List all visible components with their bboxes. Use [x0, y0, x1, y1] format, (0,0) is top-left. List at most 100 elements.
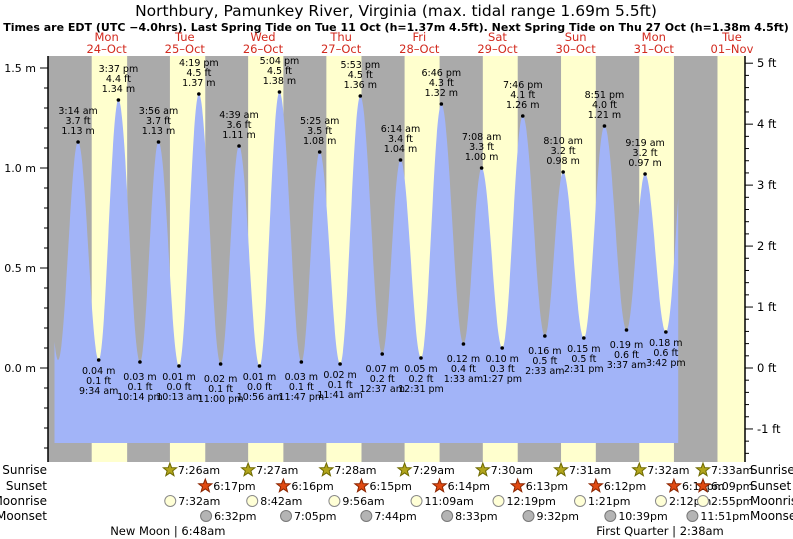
high-tide-label: 1.13 m: [142, 126, 175, 137]
low-tide-label: 0.12 m: [447, 354, 480, 365]
astro-row-label-left: Sunset: [6, 479, 47, 493]
low-tide-dot: [461, 342, 466, 346]
moonrise-circle-icon: [410, 495, 423, 507]
moonrise-circle-icon: [246, 495, 259, 507]
moonrise-circle-icon: [492, 495, 505, 507]
high-tide-label: 4.5 ft: [348, 70, 373, 81]
high-tide-dot: [197, 92, 201, 96]
low-tide-label: 10:14 pm: [117, 392, 163, 403]
high-tide-label: 1.13 m: [61, 126, 94, 137]
high-tide-label: 1.11 m: [222, 130, 255, 141]
moonset-circle-icon: [360, 510, 373, 522]
low-tide-dot: [257, 364, 262, 368]
moonrise-time: 1:21pm: [588, 495, 630, 508]
low-tide-label: 12:31 pm: [398, 384, 444, 395]
high-tide-label: 5:53 pm: [340, 60, 380, 71]
high-tide-dot: [237, 144, 241, 148]
high-tide-label: 0.98 m: [546, 156, 579, 167]
right-axis-label: 0 ft: [757, 361, 777, 375]
high-tide-label: 1.32 m: [425, 88, 458, 99]
high-tide-dot: [643, 172, 647, 176]
moonrise-time: 8:42am: [260, 495, 302, 508]
high-tide-label: 4.4 ft: [106, 74, 131, 85]
left-axis-label: 1.5 m: [4, 62, 36, 75]
moonrise-time: 7:32am: [178, 495, 220, 508]
moon-phase-label: New Moon | 6:48am: [110, 524, 225, 538]
low-tide-dot: [624, 328, 629, 332]
tide-curve: [54, 92, 679, 443]
chart-title: Northbury, Pamunkey River, Virginia (max…: [135, 2, 657, 20]
high-tide-label: 4.5 ft: [267, 66, 292, 77]
low-tide-label: 0.3 ft: [490, 364, 515, 375]
sunrise-star-icon: [240, 461, 257, 477]
low-tide-label: 12:37 am: [359, 384, 404, 395]
high-tide-label: 4.5 ft: [186, 68, 211, 79]
day-date-label: 29–Oct: [477, 42, 518, 56]
low-tide-label: 1:33 am: [444, 374, 483, 385]
low-tide-dot: [96, 358, 101, 362]
low-tide-label: 0.02 m: [323, 370, 356, 381]
high-tide-dot: [398, 158, 403, 162]
high-tide-label: 1.37 m: [182, 78, 215, 89]
high-tide-label: 5:25 am: [300, 116, 339, 127]
day-date-label: 25–Oct: [165, 42, 206, 56]
high-tide-label: 4.1 ft: [510, 90, 535, 101]
low-tide-label: 0.05 m: [404, 364, 437, 375]
day-date-label: 30–Oct: [555, 42, 596, 56]
moonset-circle-icon: [200, 510, 213, 522]
low-tide-label: 2:31 pm: [564, 364, 604, 375]
high-tide-label: 8:10 am: [543, 136, 582, 147]
low-tide-label: 11:00 pm: [198, 394, 244, 405]
low-tide-label: 0.1 ft: [86, 376, 111, 387]
day-name-label: Sat: [488, 30, 507, 44]
day-name-label: Wed: [250, 30, 275, 44]
low-tide-label: 0.02 m: [204, 374, 237, 385]
moonset-time: 10:39pm: [618, 510, 667, 523]
high-tide-dot: [479, 166, 484, 170]
high-tide-label: 1.00 m: [465, 152, 498, 163]
sunset-time: 6:13pm: [526, 480, 568, 493]
high-tide-dot: [439, 102, 444, 106]
astro-row-label-right: Sunrise: [750, 463, 793, 477]
sunset-star-icon: [665, 477, 682, 493]
moonset-circle-icon: [686, 510, 699, 522]
low-tide-label: 0.18 m: [649, 338, 682, 349]
moonrise-circle-icon: [697, 495, 709, 507]
high-tide-label: 3:37 pm: [99, 64, 139, 75]
high-tide-label: 3.7 ft: [146, 116, 171, 127]
high-tide-label: 1.08 m: [303, 136, 336, 147]
moonset-time: 7:44pm: [374, 510, 416, 523]
high-tide-label: 3.7 ft: [66, 116, 91, 127]
right-axis-label: 1 ft: [757, 300, 777, 314]
moonset-time: 8:33pm: [455, 510, 497, 523]
high-tide-label: 1.26 m: [506, 100, 539, 111]
low-tide-label: 10:13 am: [156, 392, 201, 403]
low-tide-label: 11:47 pm: [278, 392, 324, 403]
chart-subtitle: Times are EDT (UTC −4.0hrs). Last Spring…: [3, 21, 789, 34]
sunrise-star-icon: [631, 461, 648, 477]
day-name-label: Sun: [565, 30, 587, 44]
astro-row-label-left: Sunrise: [2, 463, 47, 477]
moonset-circle-icon: [280, 510, 293, 522]
right-axis-label: 5 ft: [757, 56, 777, 70]
day-name-label: Mon: [642, 30, 666, 44]
low-tide-dot: [299, 360, 304, 364]
astro-row-label-left: Moonset: [0, 509, 47, 523]
day-name-label: Tue: [721, 30, 742, 44]
moonset-circle-icon: [441, 510, 454, 522]
low-tide-label: 0.01 m: [243, 372, 276, 383]
moonset-time: 9:32pm: [537, 510, 579, 523]
moonset-time: 6:32pm: [214, 510, 256, 523]
high-tide-label: 4.0 ft: [592, 100, 617, 111]
sunset-time: 6:16pm: [291, 480, 333, 493]
day-date-label: 31–Oct: [634, 42, 675, 56]
moonrise-time: 2:55pm: [711, 495, 753, 508]
day-name-label: Mon: [95, 30, 119, 44]
sunset-time: 6:14pm: [448, 480, 490, 493]
low-tide-label: 9:34 am: [79, 386, 118, 397]
left-axis-label: 0.5 m: [4, 262, 36, 275]
low-tide-dot: [218, 362, 223, 366]
low-tide-label: 0.6 ft: [614, 350, 639, 361]
sunrise-star-icon: [553, 461, 570, 477]
